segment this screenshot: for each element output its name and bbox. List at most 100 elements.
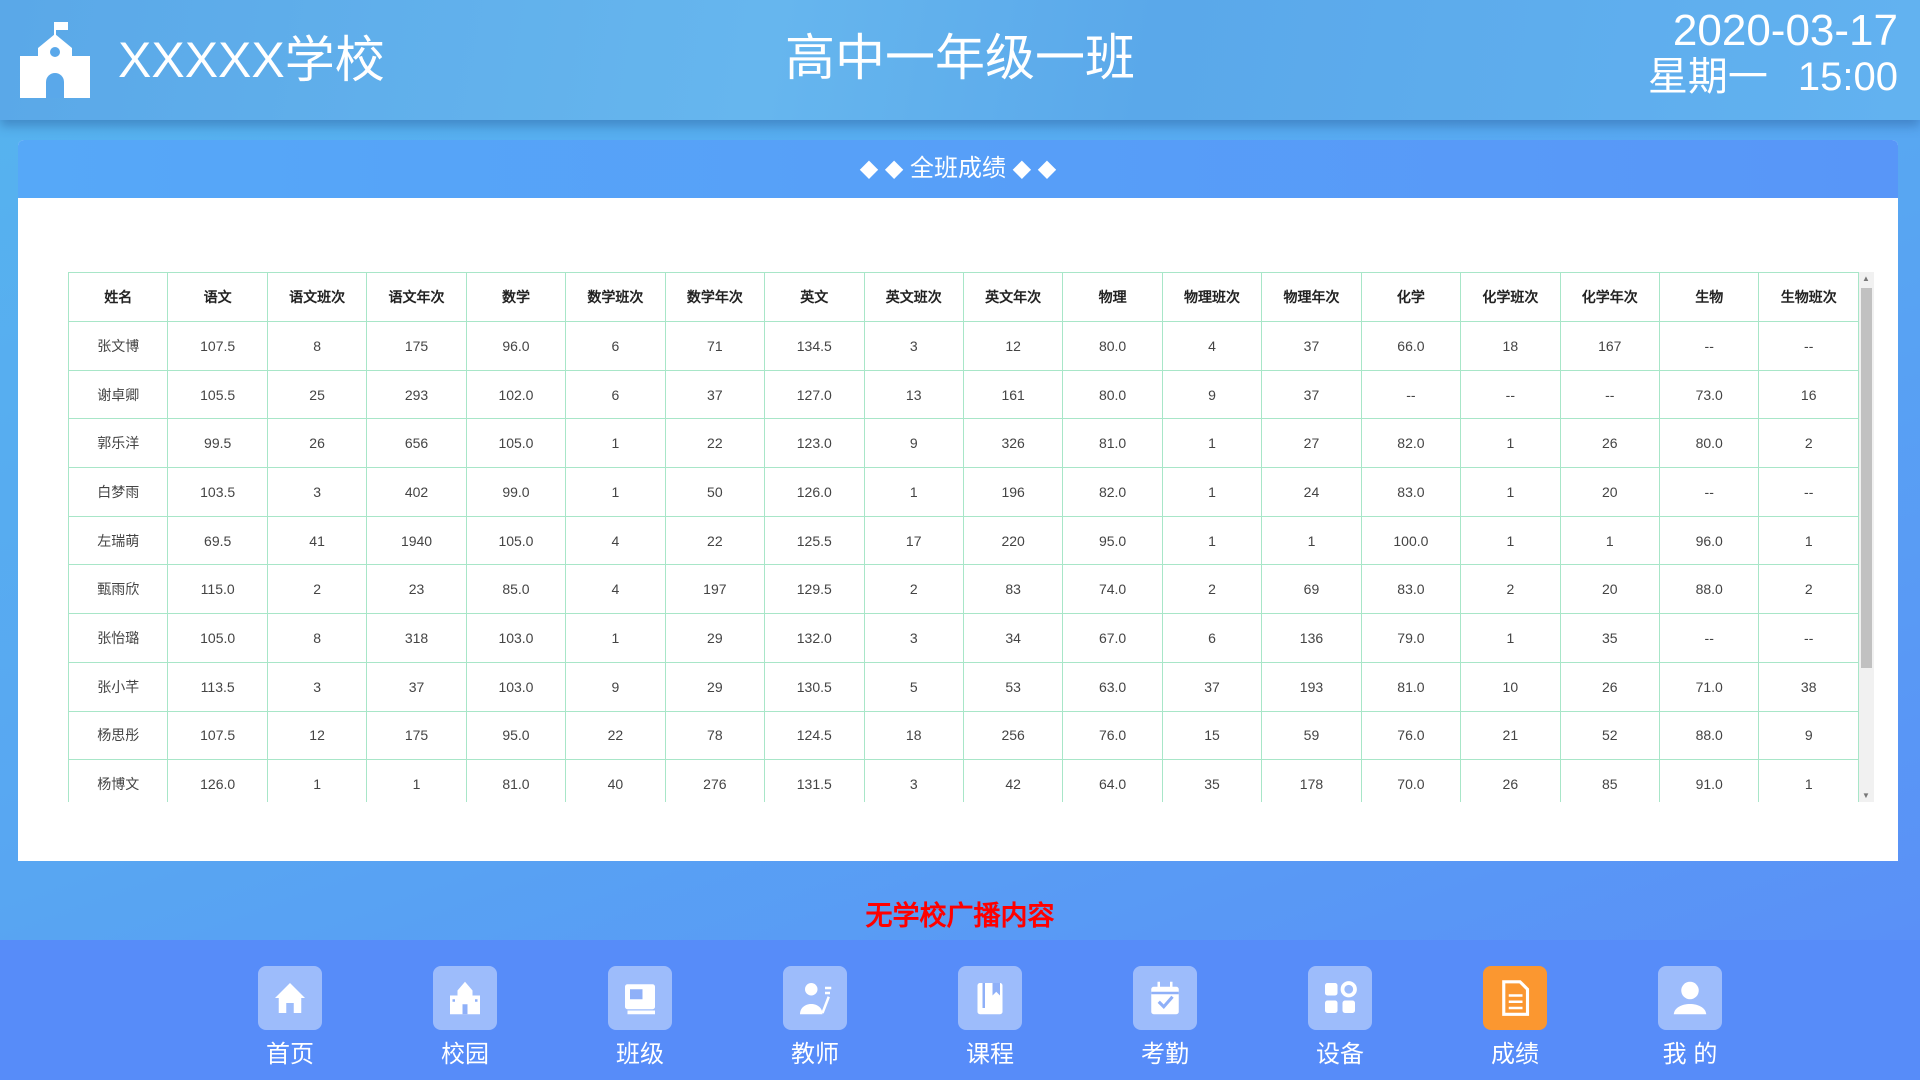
score-cell: 35 <box>1161 759 1263 802</box>
score-cell: 134.5 <box>764 321 865 371</box>
table-row: 杨博文 126.0 1 1 81.0 40 276 131.5 3 42 64.0 35 178 70.0… <box>68 759 1859 802</box>
score-cell: 83.0 <box>1360 467 1462 517</box>
score-cell: 70.0 <box>1360 759 1462 802</box>
home-icon <box>258 966 322 1030</box>
score-cell: 1 <box>1460 613 1561 663</box>
score-cell: 83 <box>962 564 1064 615</box>
score-cell: 1 <box>565 418 666 469</box>
score-cell: 37 <box>1161 661 1263 712</box>
score-cell: 103.0 <box>465 613 567 663</box>
nav-item-class[interactable]: 班级 <box>595 966 685 1070</box>
score-cell: 38 <box>1758 661 1859 712</box>
score-cell: 76.0 <box>1062 710 1163 761</box>
nav-label: 成绩 <box>1491 1041 1539 1068</box>
score-cell: 21 <box>1460 710 1561 761</box>
score-cell: 9 <box>1758 710 1859 761</box>
score-cell: 167 <box>1559 321 1661 371</box>
score-cell: 136 <box>1261 613 1362 663</box>
score-cell: 37 <box>1261 321 1362 371</box>
score-cell: 96.0 <box>465 321 567 371</box>
column-header: 物理班次 <box>1161 272 1263 322</box>
score-cell: 1 <box>266 759 368 802</box>
column-header: 数学年次 <box>664 272 766 322</box>
table-row: 郭乐洋 99.5 26 656 105.0 1 22 123.0 9 326 81.0 1 27 82.0… <box>68 418 1859 469</box>
panel-title: ◆ ◆ 全班成绩 ◆ ◆ <box>18 140 1898 198</box>
score-cell: 4 <box>565 564 666 615</box>
score-cell: 103.5 <box>167 467 268 517</box>
score-cell: 1 <box>863 467 964 517</box>
score-cell: 69.5 <box>167 515 268 566</box>
score-cell: 82.0 <box>1360 418 1462 469</box>
score-cell: 63.0 <box>1062 661 1163 712</box>
nav-label: 考勤 <box>1141 1041 1189 1068</box>
score-cell: 88.0 <box>1658 564 1760 615</box>
nav-item-teacher[interactable]: 教师 <box>770 966 860 1070</box>
grades-table-scroll[interactable]: 姓名 语文 语文班次 语文年次 数学 数学班次 数学年次 英文 英文班次 英文年次 物理 物理班次 物理… <box>68 272 1874 802</box>
score-cell: 6 <box>1161 613 1263 663</box>
score-cell: 71 <box>664 321 766 371</box>
score-cell: 4 <box>565 515 666 566</box>
class-icon <box>608 966 672 1030</box>
score-cell: 66.0 <box>1360 321 1462 371</box>
device-icon <box>1308 966 1372 1030</box>
score-cell: 256 <box>962 710 1064 761</box>
score-cell: -- <box>1559 369 1661 420</box>
campus-icon <box>433 966 497 1030</box>
column-header: 英文 <box>764 272 865 322</box>
course-icon <box>958 966 1022 1030</box>
score-cell: 78 <box>664 710 766 761</box>
score-cell: 37 <box>1261 369 1362 420</box>
score-cell: -- <box>1758 321 1859 371</box>
nav-item-home[interactable]: 首页 <box>245 966 335 1070</box>
score-cell: 1 <box>1460 418 1561 469</box>
score-cell: 20 <box>1559 564 1661 615</box>
score-cell: 71.0 <box>1658 661 1760 712</box>
nav-item-course[interactable]: 课程 <box>945 966 1035 1070</box>
vertical-scrollbar[interactable]: ▲ ▼ <box>1859 272 1874 802</box>
score-cell: 123.0 <box>764 418 865 469</box>
student-name-cell: 甄雨欣 <box>68 564 169 615</box>
score-cell: 73.0 <box>1658 369 1760 420</box>
score-cell: 2 <box>1161 564 1263 615</box>
score-cell: 1940 <box>366 515 467 566</box>
score-cell: 1 <box>1460 515 1561 566</box>
table-row: 张怡璐 105.0 8 318 103.0 1 29 132.0 3 34 67.0 6 136 79.0… <box>68 613 1859 663</box>
score-cell: 83.0 <box>1360 564 1462 615</box>
column-header: 物理年次 <box>1261 272 1362 322</box>
score-cell: -- <box>1360 369 1462 420</box>
score-cell: 3 <box>266 467 368 517</box>
score-cell: 193 <box>1261 661 1362 712</box>
column-header: 英文班次 <box>863 272 964 322</box>
score-cell: 2 <box>1758 564 1859 615</box>
nav-item-device[interactable]: 设备 <box>1295 966 1385 1070</box>
score-cell: 88.0 <box>1658 710 1760 761</box>
score-cell: 20 <box>1559 467 1661 517</box>
table-header-row: 姓名 语文 语文班次 语文年次 数学 数学班次 数学年次 英文 英文班次 英文年次 物理 物理班次 物理… <box>68 272 1859 322</box>
score-cell: 53 <box>962 661 1064 712</box>
score-cell: 1 <box>1261 515 1362 566</box>
score-cell: 1 <box>1758 515 1859 566</box>
nav-label: 课程 <box>966 1041 1014 1068</box>
nav-item-campus[interactable]: 校园 <box>420 966 510 1070</box>
score-cell: 4 <box>1161 321 1263 371</box>
table-row: 白梦雨 103.5 3 402 99.0 1 50 126.0 1 196 82.0 1 24 83.0 1… <box>68 467 1859 517</box>
nav-item-attendance[interactable]: 考勤 <box>1120 966 1210 1070</box>
scroll-up-icon[interactable]: ▲ <box>1862 274 1870 283</box>
nav-item-profile[interactable]: 我 的 <box>1645 966 1735 1070</box>
score-cell: 15 <box>1161 710 1263 761</box>
table-row: 甄雨欣 115.0 2 23 85.0 4 197 129.5 2 83 74.0 2 69 83.0 2 2… <box>68 564 1859 615</box>
score-cell: 76.0 <box>1360 710 1462 761</box>
scroll-down-icon[interactable]: ▼ <box>1862 791 1870 800</box>
student-name-cell: 郭乐洋 <box>68 418 169 469</box>
score-cell: 2 <box>1460 564 1561 615</box>
nav-label: 设备 <box>1316 1041 1364 1068</box>
nav-item-grades[interactable]: 成绩 <box>1470 966 1560 1070</box>
table-row: 谢卓卿 105.5 25 293 102.0 6 37 127.0 13 161 80.0 9 37 --… <box>68 369 1859 420</box>
student-name-cell: 张小芊 <box>68 661 169 712</box>
scrollbar-thumb[interactable] <box>1861 288 1872 668</box>
score-cell: 59 <box>1261 710 1362 761</box>
score-cell: 80.0 <box>1062 321 1163 371</box>
score-cell: 1 <box>366 759 467 802</box>
column-header: 数学班次 <box>565 272 666 322</box>
score-cell: 2 <box>266 564 368 615</box>
